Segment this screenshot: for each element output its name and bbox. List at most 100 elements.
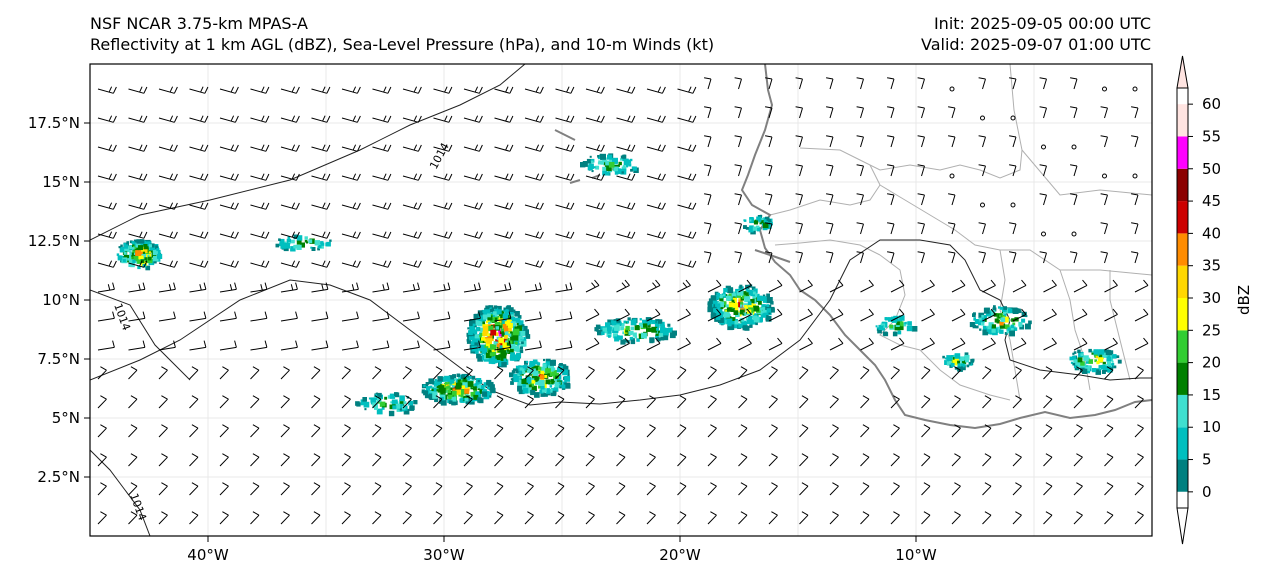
reflectivity-cell [469, 333, 476, 339]
reflectivity-cell [983, 307, 990, 314]
wind-barb [494, 86, 514, 94]
wind-barb [158, 173, 178, 181]
reflectivity-cell [460, 394, 464, 398]
reflectivity-cell [972, 313, 976, 317]
wind-barb [280, 86, 300, 94]
reflectivity-cell [996, 328, 1002, 333]
reflectivity-cell [1094, 352, 1098, 357]
reflectivity-cell [635, 326, 639, 330]
reflectivity-cell [762, 294, 766, 297]
wind-barb [402, 311, 420, 322]
wind-barb [1009, 222, 1017, 235]
reflectivity-cell [511, 370, 515, 374]
wind-barb [250, 86, 270, 94]
wind-barb [734, 251, 742, 264]
reflectivity-cell [591, 170, 594, 173]
reflectivity-cell [723, 292, 726, 295]
reflectivity-cell [486, 391, 489, 394]
isobars [90, 64, 1152, 536]
wind-barb [402, 453, 412, 467]
reflectivity-cell [741, 320, 747, 326]
wind-barb [311, 115, 331, 123]
reflectivity-cell [466, 339, 472, 344]
reflectivity-cell [481, 348, 488, 355]
reflectivity-cell [116, 253, 120, 256]
wind-barb [189, 115, 209, 123]
reflectivity-cell [145, 252, 148, 255]
reflectivity-cell [132, 247, 135, 250]
reflectivity-cell [490, 388, 494, 392]
reflectivity-cell [630, 339, 636, 345]
reflectivity-cell [519, 349, 524, 354]
reflectivity-cell [126, 241, 130, 244]
reflectivity-cell [618, 336, 622, 340]
wind-barb [372, 424, 382, 438]
wind-barb [738, 366, 748, 380]
wind-barb [219, 260, 239, 268]
reflectivity-cell [550, 360, 556, 366]
reflectivity-cell [656, 337, 661, 342]
reflectivity-cell [470, 386, 474, 390]
wind-barb [372, 311, 390, 322]
reflectivity-cell [983, 315, 987, 319]
wind-barb [524, 482, 534, 496]
wind-barb [860, 424, 870, 438]
wind-barb [795, 77, 803, 90]
reflectivity-cell [523, 325, 528, 330]
wind-barb [829, 482, 839, 496]
wind-barb [341, 395, 351, 409]
wind-barb [677, 144, 697, 152]
reflectivity-cell [906, 325, 913, 332]
reflectivity-cell [477, 380, 480, 383]
reflectivity-cell [478, 316, 483, 321]
reflectivity-cell [495, 339, 499, 343]
reflectivity-cell [480, 327, 486, 333]
reflectivity-cell [766, 297, 773, 303]
wind-barb [219, 424, 229, 438]
wind-barb [280, 424, 290, 438]
wind-barb [158, 282, 176, 293]
reflectivity-cell [538, 385, 542, 389]
wind-barb [1100, 106, 1108, 119]
wind-barb [341, 511, 351, 525]
reflectivity-cell [618, 322, 622, 326]
reflectivity-cell [753, 288, 758, 293]
reflectivity-cell [765, 216, 770, 221]
wind-barb [616, 115, 636, 123]
reflectivity-cell [477, 397, 483, 403]
wind-barb [585, 231, 605, 239]
wind-barb [677, 482, 687, 496]
wind-barb [189, 86, 209, 94]
wind-barb [707, 366, 717, 380]
wind-barb [372, 395, 382, 409]
reflectivity-cell [117, 255, 123, 261]
wind-barb [1104, 337, 1118, 351]
reflectivity-cell [978, 317, 982, 321]
wind-barb [765, 164, 773, 177]
reflectivity-cell [469, 319, 476, 325]
wind-barb [219, 366, 229, 380]
wind-barb [921, 337, 935, 351]
wind-barb [433, 202, 453, 210]
reflectivity-cell [988, 322, 994, 328]
wind-calm [980, 202, 985, 208]
reflectivity-cell [1112, 354, 1117, 359]
wind-barb [978, 77, 986, 90]
reflectivity-cell [151, 252, 157, 258]
wind-barb [280, 202, 300, 210]
reflectivity-cell [763, 310, 768, 315]
isobar-west [90, 289, 191, 381]
wind-barb [219, 311, 237, 322]
reflectivity-cell [531, 366, 535, 369]
wind-barb [555, 86, 575, 94]
reflectivity-cell [710, 310, 715, 315]
wind-barb [189, 511, 199, 525]
reflectivity-cell [878, 324, 884, 330]
wind-barb [1070, 193, 1078, 206]
wind-barb [585, 308, 600, 322]
reflectivity-cell [449, 387, 453, 391]
wind-barb [646, 115, 666, 123]
wind-barb [677, 424, 687, 438]
wind-barb [524, 260, 544, 268]
wind-barb [250, 260, 270, 268]
